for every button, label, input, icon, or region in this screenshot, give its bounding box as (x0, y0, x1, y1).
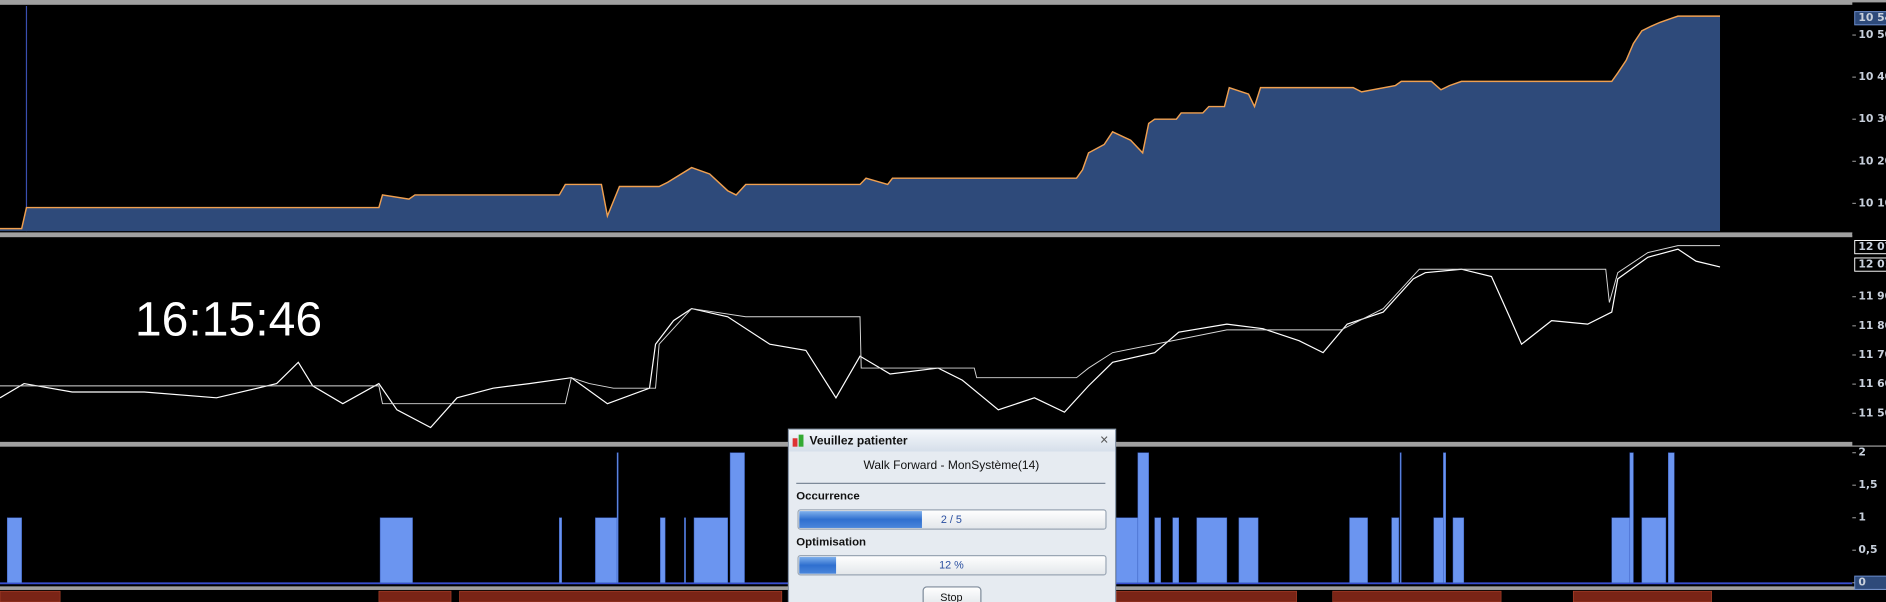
separator (0, 0, 1886, 5)
stop-button-label[interactable]: Stop (940, 592, 962, 602)
y-tick-label: 10 20 (1858, 154, 1886, 167)
signal-bar (1137, 452, 1149, 583)
y-tick-label: 0,5 (1858, 543, 1877, 556)
progress-label: 2 / 5 (941, 514, 962, 526)
y-tick-label: 1 (1858, 511, 1866, 524)
section-label: Optimisation (796, 536, 866, 548)
signal-bar (729, 452, 745, 583)
equity-area (0, 16, 1721, 232)
equity-line (0, 15, 1721, 230)
progress-fill (799, 556, 837, 574)
progress-track (797, 555, 1107, 576)
signal-bar (1629, 452, 1634, 583)
signal-bar (660, 517, 666, 583)
signal-bar (1399, 452, 1402, 583)
last-value-tag (1854, 257, 1886, 272)
signal-bar (1641, 517, 1667, 583)
dialog-title: Veuillez patienter (809, 433, 907, 447)
dialog-subtitle: Walk Forward - MonSystème(14) (864, 458, 1040, 472)
y-tick-label: 10 10 (1858, 196, 1886, 209)
signal-bar (1452, 517, 1465, 583)
last-value-label: 10 54 (1858, 11, 1886, 24)
y-tick-label: 11 90 (1858, 290, 1886, 303)
last-value-tag (1854, 575, 1886, 590)
y-tick-label: 2 (1858, 446, 1866, 459)
price-line (0, 248, 1721, 429)
signal-bar (379, 517, 413, 583)
signal-bar (595, 517, 618, 583)
signal-bar (6, 517, 22, 583)
signal-bar (693, 517, 728, 583)
y-tick-label: 11 60 (1858, 377, 1886, 390)
signal-bar (1172, 517, 1179, 583)
last-value-label: 12 07 (1858, 240, 1886, 253)
last-value-label: 12 01 (1858, 258, 1886, 271)
y-tick-label: 11 50 (1858, 406, 1886, 419)
y-tick-label: 11 70 (1858, 348, 1886, 361)
progress-label: 12 % (939, 560, 964, 572)
dialog: Veuillez patienter × Walk Forward - MonS… (787, 428, 1117, 602)
charts: 10 50 10 40 10 30 10 20 10 10 10 54 11 90 11 80… (0, 2, 1886, 590)
stop-button[interactable] (922, 586, 982, 602)
signal-bar (1443, 452, 1447, 583)
signal-bar (1349, 517, 1368, 583)
y-tick-label: 10 50 (1858, 28, 1886, 41)
signal-bar (1238, 517, 1259, 583)
y-tick-label: 10 40 (1858, 70, 1886, 83)
status-strip (0, 590, 1712, 602)
signal-bar (1668, 452, 1675, 583)
signal-bar (616, 452, 619, 583)
signal-bar (559, 517, 562, 583)
signal-bar (1611, 517, 1631, 583)
separator (0, 232, 1886, 238)
dialog-icon (792, 434, 804, 447)
progress-fill (799, 511, 922, 528)
dialog-titlebar (789, 429, 1116, 452)
y-tick-label: 11 80 (1858, 319, 1886, 332)
signal-bar (1196, 517, 1228, 583)
y-tick-label: 1,5 (1858, 478, 1877, 491)
signal-bar (1433, 517, 1444, 583)
signal-bar (1154, 517, 1161, 583)
signal-bar (1391, 517, 1400, 583)
close-button[interactable]: × (1100, 432, 1108, 448)
last-value-label: 0 (1858, 576, 1866, 589)
y-tick-label: 10 30 (1858, 112, 1886, 125)
signal-bar (1115, 517, 1139, 583)
section-label: Occurrence (796, 491, 859, 503)
price-line (0, 245, 1721, 405)
axis-background (1852, 2, 1886, 235)
clock: 16:15:46 (135, 292, 322, 346)
last-value-tag (1854, 11, 1886, 26)
last-value-tag (1854, 239, 1886, 255)
signal-bar (684, 517, 686, 583)
axis-background (1852, 449, 1886, 587)
